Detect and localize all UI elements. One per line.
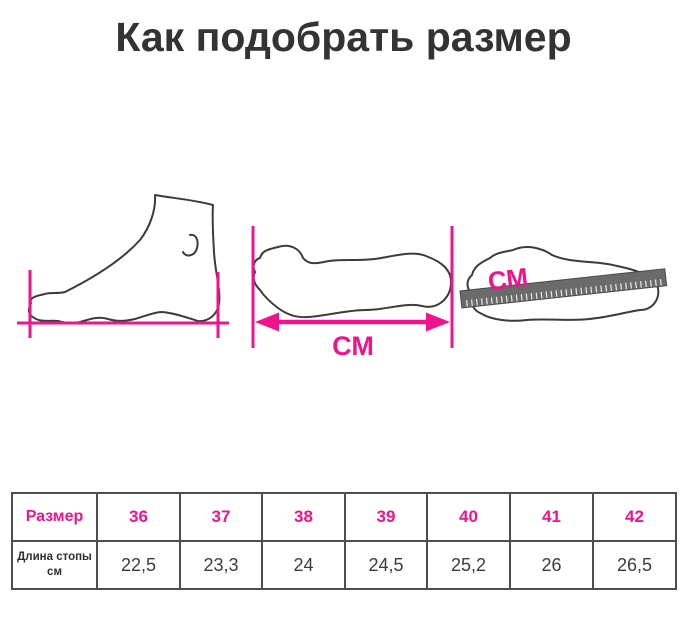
length-cell: 22,5 (96, 540, 181, 590)
footprint-outline (252, 244, 453, 319)
size-table: Размер 36 37 38 39 40 41 42 Длина стопы … (11, 492, 677, 590)
length-cell: 24 (261, 540, 346, 590)
size-cell: 42 (592, 492, 677, 542)
page-title: Как подобрать размер (115, 14, 572, 60)
foot-side-outline (27, 194, 221, 325)
length-cell: 23,3 (179, 540, 263, 590)
size-cell: 37 (179, 492, 263, 542)
ruler-graphic (459, 268, 668, 309)
size-row-header: Размер (11, 492, 98, 542)
size-cell: 39 (344, 492, 428, 542)
footprint-ruler-illustration: СМ (459, 246, 668, 322)
length-row-header: Длина стопы см (11, 540, 98, 590)
footprint-outline (466, 246, 660, 322)
ankle-bone-mark (182, 233, 199, 257)
size-cell: 40 (426, 492, 511, 542)
length-cell: 25,2 (426, 540, 511, 590)
length-cell: 24,5 (344, 540, 428, 590)
length-arrow (255, 312, 450, 332)
table-row-sizes: Размер 36 37 38 39 40 41 42 (11, 492, 677, 542)
length-cell: 26,5 (592, 540, 677, 590)
footprint-length-illustration: СМ (251, 226, 454, 361)
foot-side-profile-illustration (17, 194, 229, 338)
cm-label: СМ (332, 331, 374, 361)
size-cell: 36 (96, 492, 181, 542)
length-header-line1: Длина стопы (17, 551, 92, 564)
size-cell: 41 (509, 492, 594, 542)
size-cell: 38 (261, 492, 346, 542)
length-cell: 26 (509, 540, 594, 590)
table-row-lengths: Длина стопы см 22,5 23,3 24 24,5 25,2 26… (11, 540, 677, 590)
length-header-line2: см (47, 566, 62, 578)
cm-label: СМ (486, 262, 529, 297)
